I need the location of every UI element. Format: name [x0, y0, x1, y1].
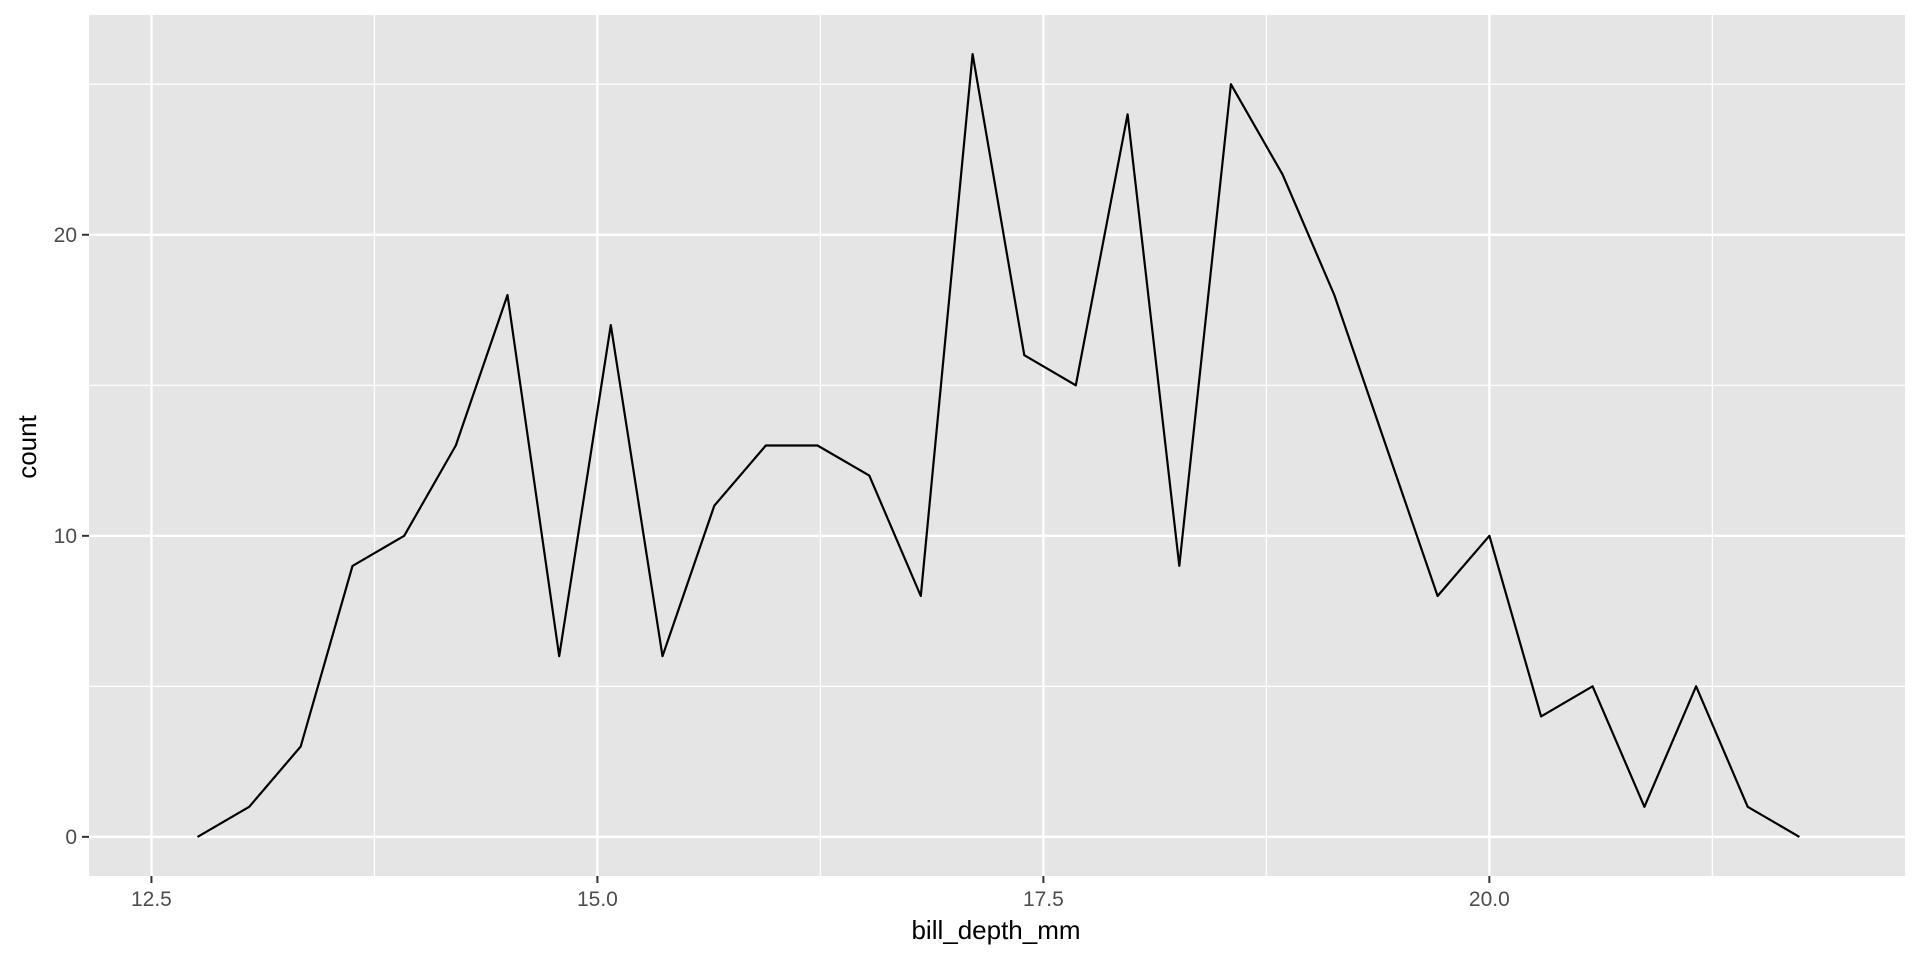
plot-panel — [89, 15, 1905, 876]
y-tick-label: 0 — [65, 826, 77, 849]
y-tick-label: 10 — [54, 525, 77, 548]
x-tick-label: 12.5 — [131, 888, 172, 911]
x-axis-label: bill_depth_mm — [911, 915, 1080, 945]
y-axis-label: count — [12, 414, 42, 478]
x-tick-label: 15.0 — [577, 888, 618, 911]
x-tick-label: 20.0 — [1469, 888, 1510, 911]
y-tick-label: 20 — [54, 224, 77, 247]
x-tick-label: 17.5 — [1023, 888, 1064, 911]
